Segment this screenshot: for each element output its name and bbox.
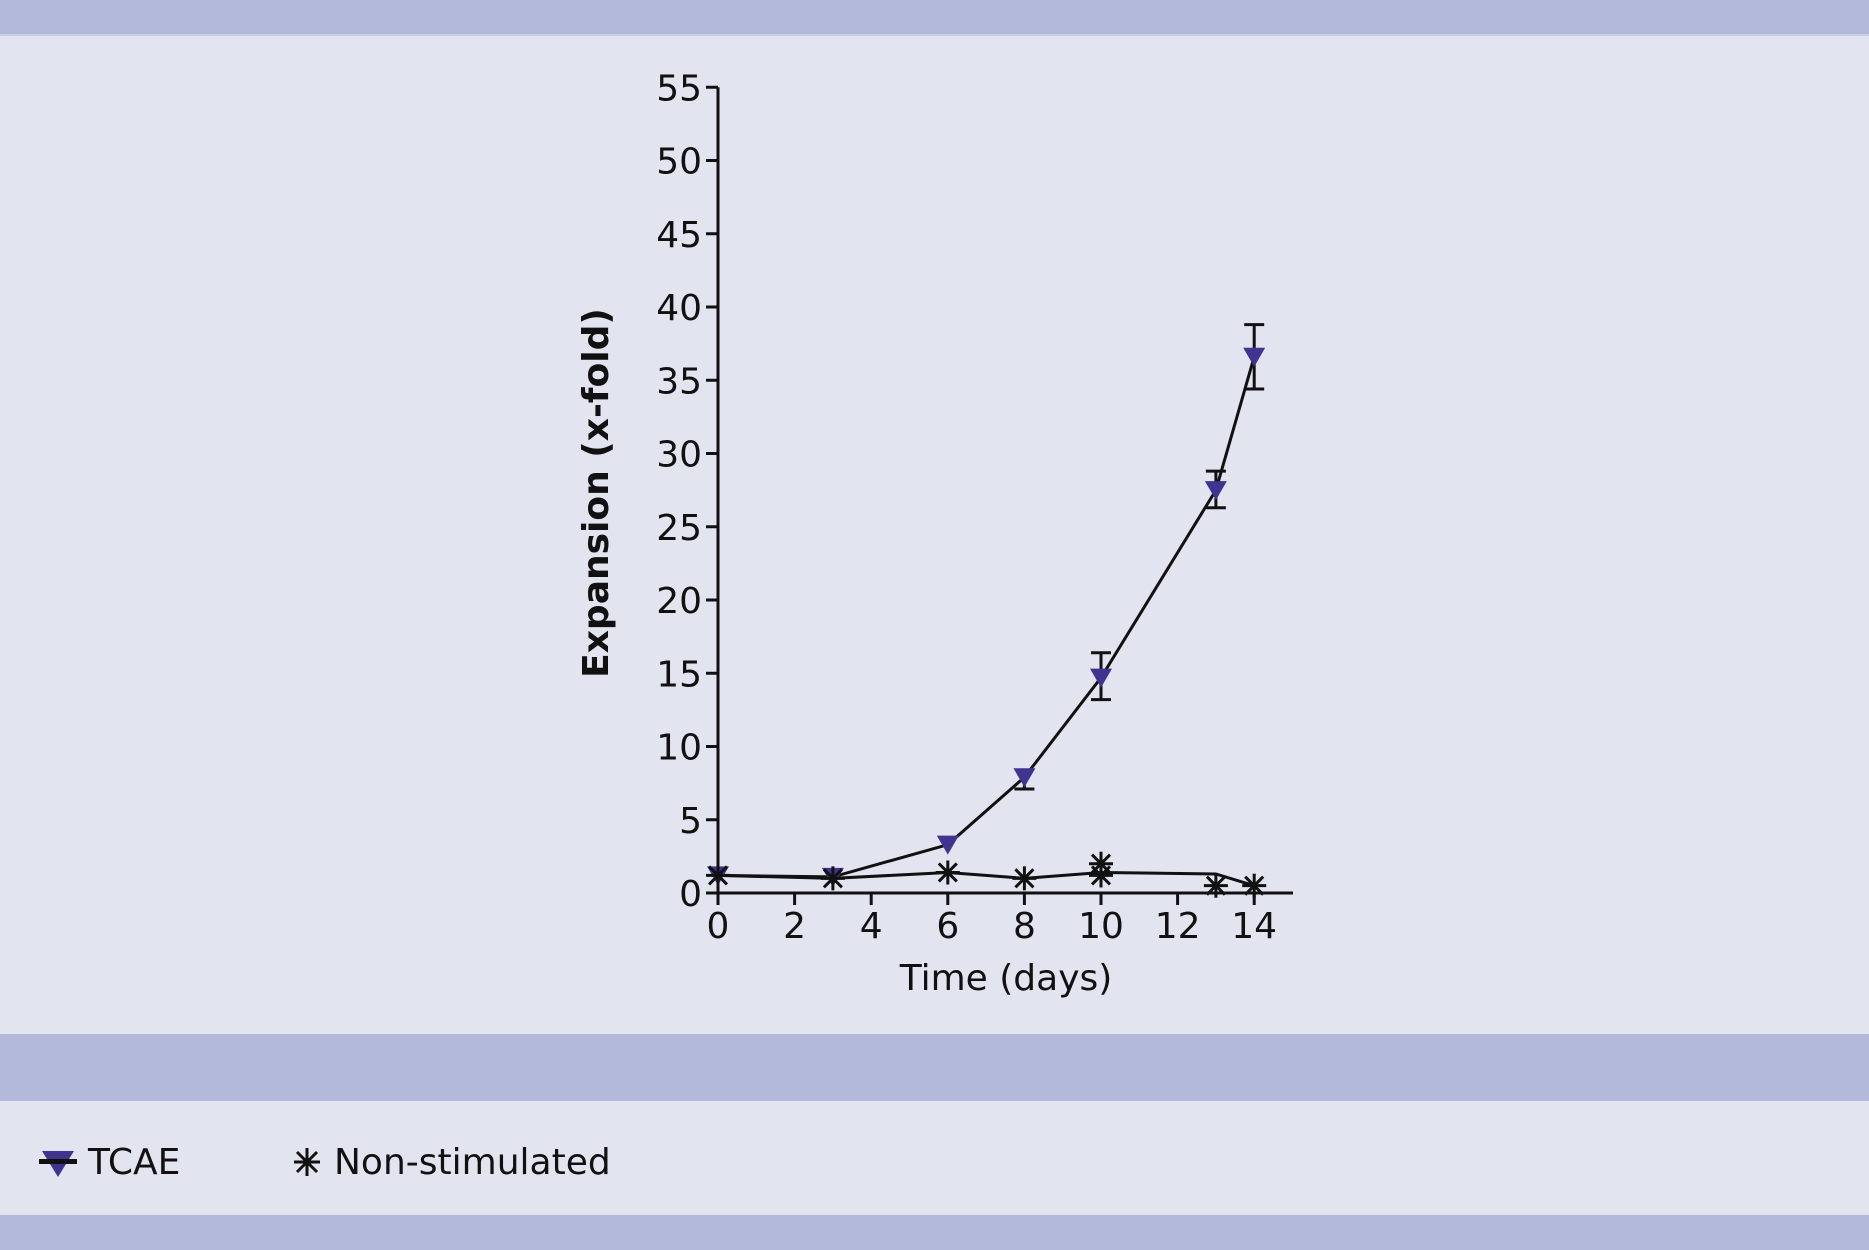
triangle-marker — [936, 835, 959, 855]
triangle-down-icon — [39, 1151, 77, 1177]
legend-item-non-stimulated: Non-stimulated — [290, 1140, 611, 1184]
x-tick-label: 14 — [1231, 906, 1277, 947]
asterisk-marker — [820, 866, 845, 891]
triangle-marker — [1243, 347, 1266, 367]
x-tick-label: 12 — [1155, 906, 1201, 947]
asterisk-icon — [294, 1148, 320, 1176]
y-tick-label: 0 — [679, 874, 702, 915]
x-tick-label: 6 — [936, 906, 959, 947]
series-line-non-stimulated — [717, 870, 1255, 888]
header-band — [0, 0, 1869, 36]
legend-label-non-stimulated: Non-stimulated — [334, 1141, 611, 1183]
x-tick-label: 2 — [783, 906, 806, 947]
triangle-marker — [1204, 481, 1227, 501]
x-tick-label: 10 — [1078, 906, 1124, 947]
y-tick-label: 55 — [656, 68, 702, 109]
asterisk-marker — [1203, 873, 1228, 898]
asterisk-marker — [1242, 873, 1267, 898]
y-tick-label: 50 — [656, 142, 702, 183]
line-chart: 0 5 10 15 20 25 30 35 40 45 50 55 0 2 4 6 8 10 12 14 Time (d… — [576, 68, 1293, 999]
x-tick-label: 4 — [860, 906, 883, 947]
separator-band — [0, 1034, 1869, 1101]
y-tick-label: 10 — [656, 728, 702, 769]
triangle-marker — [1013, 768, 1036, 788]
y-tick-label: 35 — [656, 361, 702, 402]
asterisk-marker — [935, 860, 960, 885]
triangle-marker — [1090, 668, 1112, 688]
asterisk-marker — [1089, 863, 1113, 888]
y-axis-label: Expansion (x-fold) — [576, 308, 617, 678]
footer-band — [0, 1215, 1869, 1250]
x-tick-label: 0 — [707, 906, 730, 947]
x-tick-label: 8 — [1013, 906, 1036, 947]
y-tick-label: 5 — [679, 801, 702, 842]
y-tick-label: 30 — [656, 435, 702, 476]
x-axis-label: Time (days) — [899, 958, 1113, 999]
y-tick-label: 20 — [656, 581, 702, 622]
asterisk-marker — [706, 863, 730, 888]
y-tick-label: 15 — [656, 654, 702, 695]
legend-label-tcae: TCAE — [88, 1141, 181, 1183]
y-tick-label: 40 — [656, 288, 702, 329]
legend-item-tcae: TCAE — [38, 1140, 180, 1184]
y-tick-label: 25 — [656, 508, 702, 549]
series-line-tcae — [717, 356, 1256, 879]
y-tick-label: 45 — [656, 215, 702, 256]
asterisk-marker — [1012, 866, 1037, 891]
